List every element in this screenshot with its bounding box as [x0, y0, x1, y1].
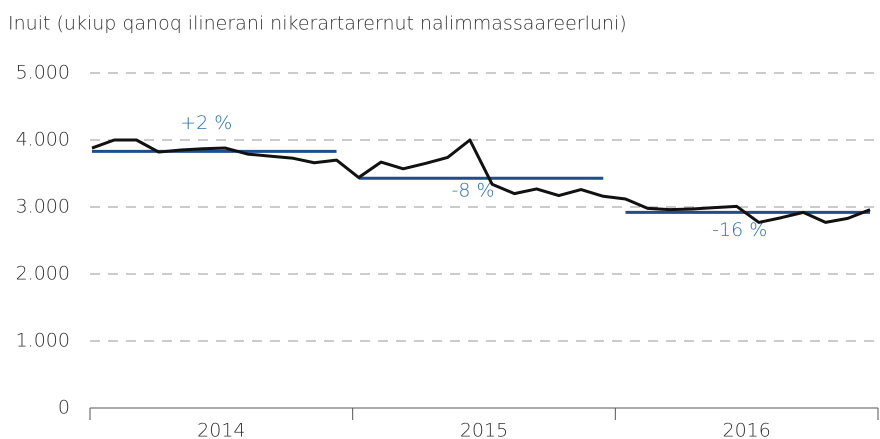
change-label: +2 %	[180, 112, 232, 134]
y-axis-title: Inuit (ukiup qanoq ilinerani nikerartare…	[8, 13, 627, 35]
change-label: -8 %	[451, 180, 494, 202]
y-tick-label: 3.000	[16, 196, 70, 218]
line	[91, 138, 871, 224]
y-tick-label: 0	[58, 397, 70, 419]
x-tick-label: 2015	[460, 420, 508, 439]
x-tick-label: 2014	[197, 420, 245, 439]
x-tick-label: 2016	[722, 420, 770, 439]
change-label: -16 %	[712, 219, 767, 241]
y-tick-label: 2.000	[16, 263, 70, 285]
y-tick-label: 5.000	[16, 62, 70, 84]
y-tick-label: 4.000	[16, 129, 70, 151]
y-tick-label: 1.000	[16, 330, 70, 352]
